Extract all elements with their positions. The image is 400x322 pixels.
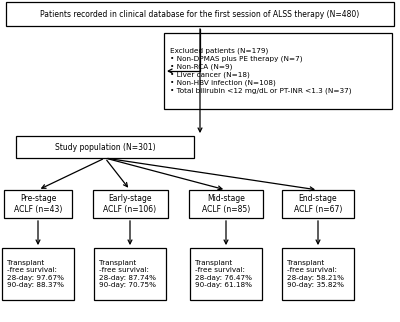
Text: End-stage
ACLF (n=67): End-stage ACLF (n=67) (294, 194, 342, 214)
FancyBboxPatch shape (92, 190, 168, 218)
FancyBboxPatch shape (164, 33, 392, 109)
FancyBboxPatch shape (282, 248, 354, 300)
FancyBboxPatch shape (282, 190, 354, 218)
FancyBboxPatch shape (4, 190, 72, 218)
FancyBboxPatch shape (190, 248, 262, 300)
Text: Mid-stage
ACLF (n=85): Mid-stage ACLF (n=85) (202, 194, 250, 214)
FancyBboxPatch shape (2, 248, 74, 300)
Text: Transplant
-free survival:
28-day: 58.21%
90-day: 35.82%: Transplant -free survival: 28-day: 58.21… (287, 260, 344, 288)
Text: Transplant
-free survival:
28-day: 87.74%
90-day: 70.75%: Transplant -free survival: 28-day: 87.74… (99, 260, 156, 288)
FancyBboxPatch shape (94, 248, 166, 300)
Text: Excluded patients (N=179)
• Non-DPMAS plus PE therapy (N=7)
• Non-RCA (N=9)
• Li: Excluded patients (N=179) • Non-DPMAS pl… (170, 48, 352, 94)
FancyBboxPatch shape (6, 2, 394, 26)
Text: Patients recorded in clinical database for the first session of ALSS therapy (N=: Patients recorded in clinical database f… (40, 10, 360, 18)
FancyBboxPatch shape (16, 136, 194, 158)
Text: Transplant
-free survival:
28-day: 97.67%
90-day: 88.37%: Transplant -free survival: 28-day: 97.67… (7, 260, 64, 288)
Text: Early-stage
ACLF (n=106): Early-stage ACLF (n=106) (104, 194, 156, 214)
Text: Study population (N=301): Study population (N=301) (55, 143, 155, 151)
FancyBboxPatch shape (189, 190, 263, 218)
Text: Pre-stage
ACLF (n=43): Pre-stage ACLF (n=43) (14, 194, 62, 214)
Text: Transplant
-free survival:
28-day: 76.47%
90-day: 61.18%: Transplant -free survival: 28-day: 76.47… (195, 260, 252, 288)
